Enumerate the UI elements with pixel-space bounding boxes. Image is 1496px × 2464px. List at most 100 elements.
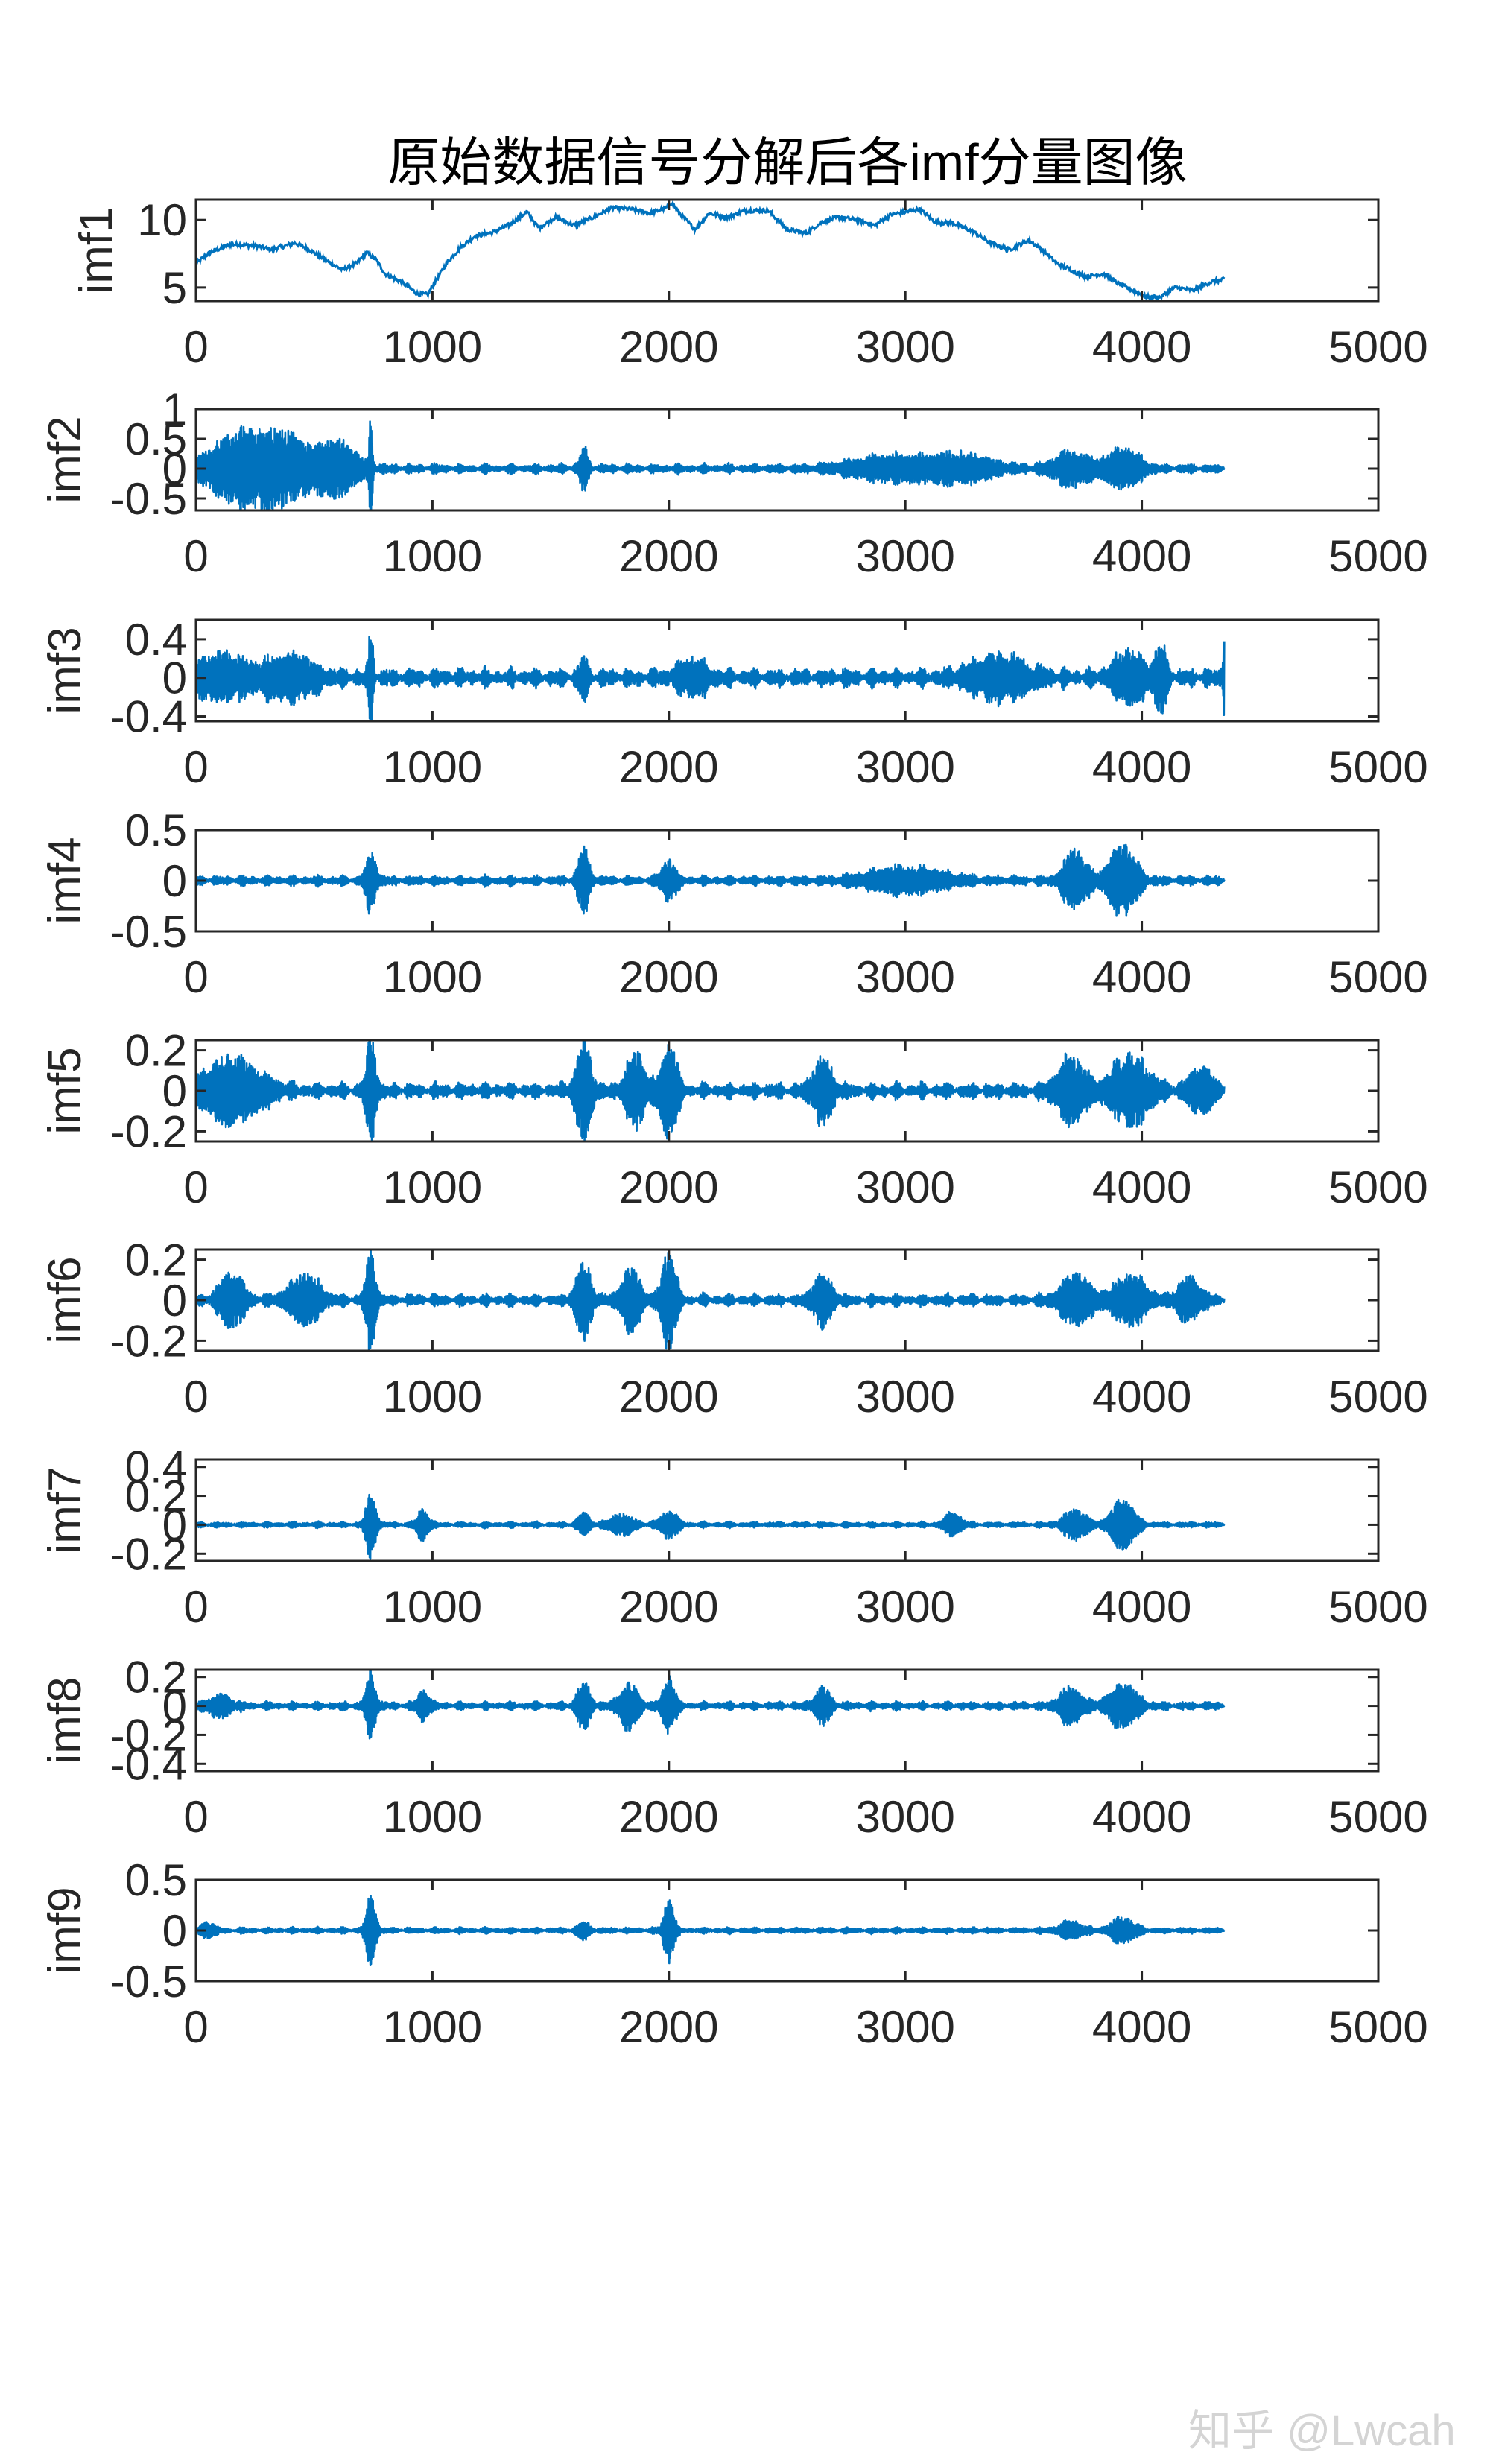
imf7-series-line <box>196 1493 1226 1560</box>
imf1-axis-label: imf1 <box>71 206 122 294</box>
y-tick-label: 0.4 <box>125 1442 187 1492</box>
x-tick-label: 2000 <box>619 1372 718 1422</box>
x-tick-label: 3000 <box>855 1792 954 1842</box>
y-tick-label: 0 <box>162 856 187 906</box>
x-tick-label: 1000 <box>383 1582 482 1632</box>
subplot-imf1: 0 1000 2000 3000 4000 5000 5 10 imf1 <box>71 195 1428 372</box>
imf1-series-line <box>196 200 1226 301</box>
y-tick-label: 0 <box>162 1066 187 1116</box>
imf4-axis-label: imf4 <box>39 837 91 924</box>
y-tick-label: -0.5 <box>110 907 187 957</box>
y-tick-label: 1 <box>162 384 187 434</box>
x-tick-label: 2000 <box>619 1162 718 1212</box>
x-tick-label: 0 <box>183 2002 208 2052</box>
x-tick-label: 2000 <box>619 531 718 581</box>
imf2-series-line <box>196 420 1226 510</box>
imf8-series-line <box>196 1670 1226 1740</box>
x-tick-label: 1000 <box>383 1162 482 1212</box>
x-tick-label: 4000 <box>1092 2002 1191 2052</box>
y-tick-label: 0 <box>162 653 187 703</box>
imf7-axes-box <box>194 1458 1380 1562</box>
x-tick-label: 3000 <box>855 952 954 1002</box>
x-tick-label: 3000 <box>855 742 954 792</box>
imf5-axis-label: imf5 <box>39 1047 91 1134</box>
y-tick-label: 0 <box>162 444 187 494</box>
y-tick-label: -0.5 <box>110 474 187 524</box>
imf6-axis-label: imf6 <box>39 1256 91 1343</box>
imf9-axis-label: imf9 <box>39 1887 91 1974</box>
y-tick-label: -0.2 <box>110 1106 187 1156</box>
x-tick-label: 5000 <box>1328 1582 1427 1632</box>
x-tick-label: 4000 <box>1092 1582 1191 1632</box>
imf4-series-line <box>196 843 1226 917</box>
x-tick-label: 5000 <box>1328 322 1427 372</box>
y-tick-label: 0.2 <box>125 1653 187 1703</box>
y-tick-label: 10 <box>137 195 187 245</box>
x-tick-label: 0 <box>183 322 208 372</box>
x-tick-label: 0 <box>183 742 208 792</box>
x-tick-label: 5000 <box>1328 742 1427 792</box>
x-tick-label: 0 <box>183 1792 208 1842</box>
x-tick-label: 3000 <box>855 1162 954 1212</box>
x-tick-label: 5000 <box>1328 1162 1427 1212</box>
x-tick-label: 1000 <box>383 2002 482 2052</box>
imf8-axis-label: imf8 <box>39 1676 91 1764</box>
imf7-axis-label: imf7 <box>39 1466 91 1554</box>
x-tick-label: 0 <box>183 952 208 1002</box>
imf5-series-line <box>196 1040 1226 1141</box>
chart-title: 原始数据信号分解后各imf分量图像 <box>387 133 1187 191</box>
y-tick-label: -0.4 <box>110 692 187 742</box>
y-tick-label: -0.5 <box>110 1957 187 2007</box>
y-tick-label: 0.5 <box>125 414 187 464</box>
x-tick-label: 0 <box>183 1162 208 1212</box>
x-tick-label: 3000 <box>855 1372 954 1422</box>
imf3-series-line <box>196 636 1226 721</box>
y-tick-label: 0 <box>162 1500 187 1550</box>
y-tick-label: 0 <box>162 1906 187 1956</box>
imf3-axes-box <box>194 618 1380 723</box>
y-tick-label: 0.4 <box>125 615 187 665</box>
imf8-axes-box <box>194 1668 1380 1773</box>
x-tick-label: 5000 <box>1328 2002 1427 2052</box>
imf3-axis-label: imf3 <box>39 627 91 714</box>
y-tick-label: 0.2 <box>125 1235 187 1285</box>
imf2-axis-label: imf2 <box>39 416 91 503</box>
x-tick-label: 0 <box>183 1372 208 1422</box>
x-tick-label: 3000 <box>855 531 954 581</box>
x-tick-label: 0 <box>183 1582 208 1632</box>
x-tick-label: 4000 <box>1092 1162 1191 1212</box>
x-tick-label: 1000 <box>383 322 482 372</box>
y-tick-label: -0.2 <box>110 1316 187 1366</box>
x-tick-label: 4000 <box>1092 531 1191 581</box>
imf9-series-line <box>196 1895 1226 1966</box>
y-tick-label: 0.5 <box>125 805 187 855</box>
x-tick-label: 2000 <box>619 322 718 372</box>
y-tick-label: 0.2 <box>125 1026 187 1076</box>
imf2-axes-box <box>194 408 1380 512</box>
y-tick-label: 5 <box>162 263 187 313</box>
x-tick-label: 4000 <box>1092 322 1191 372</box>
x-tick-label: 5000 <box>1328 1792 1427 1842</box>
y-tick-label: -0.2 <box>110 1710 187 1760</box>
x-tick-label: 4000 <box>1092 742 1191 792</box>
x-tick-label: 1000 <box>383 1372 482 1422</box>
x-tick-label: 1000 <box>383 1792 482 1842</box>
y-tick-label: 0 <box>162 1682 187 1732</box>
x-tick-label: 2000 <box>619 1582 718 1632</box>
x-tick-label: 4000 <box>1092 1372 1191 1422</box>
y-tick-label: 0 <box>162 1276 187 1326</box>
x-tick-label: 3000 <box>855 322 954 372</box>
watermark: 知乎 @Lwcah <box>1188 2407 1456 2455</box>
y-tick-label: -0.4 <box>110 1739 187 1789</box>
x-tick-label: 5000 <box>1328 1372 1427 1422</box>
y-tick-label: -0.2 <box>110 1529 187 1579</box>
x-tick-label: 3000 <box>855 2002 954 2052</box>
